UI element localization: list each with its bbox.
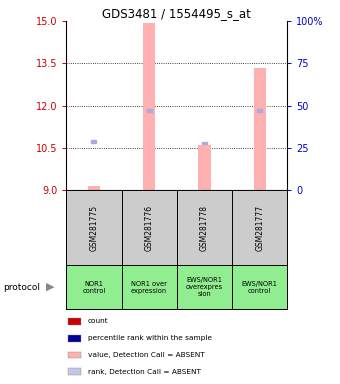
Text: value, Detection Call = ABSENT: value, Detection Call = ABSENT <box>88 352 204 358</box>
Bar <box>254 68 266 190</box>
Text: count: count <box>88 318 108 324</box>
Text: NOR1
control: NOR1 control <box>82 281 105 293</box>
Text: GSM281778: GSM281778 <box>200 205 209 250</box>
Bar <box>147 109 152 112</box>
Text: GSM281775: GSM281775 <box>89 204 98 251</box>
Bar <box>202 142 207 144</box>
Bar <box>143 23 155 190</box>
Text: EWS/NOR1
control: EWS/NOR1 control <box>242 281 278 293</box>
Bar <box>198 145 210 190</box>
Bar <box>257 109 262 112</box>
Title: GDS3481 / 1554495_s_at: GDS3481 / 1554495_s_at <box>102 7 251 20</box>
Text: NOR1 over
expression: NOR1 over expression <box>131 281 167 293</box>
Text: protocol: protocol <box>3 283 40 291</box>
Text: GSM281776: GSM281776 <box>145 204 154 251</box>
Text: rank, Detection Call = ABSENT: rank, Detection Call = ABSENT <box>88 369 201 375</box>
Text: percentile rank within the sample: percentile rank within the sample <box>88 335 212 341</box>
Text: GSM281777: GSM281777 <box>255 204 264 251</box>
Text: EWS/NOR1
overexpres
sion: EWS/NOR1 overexpres sion <box>186 277 223 297</box>
Text: ▶: ▶ <box>46 282 54 292</box>
Bar <box>91 140 97 142</box>
Bar <box>88 186 100 190</box>
